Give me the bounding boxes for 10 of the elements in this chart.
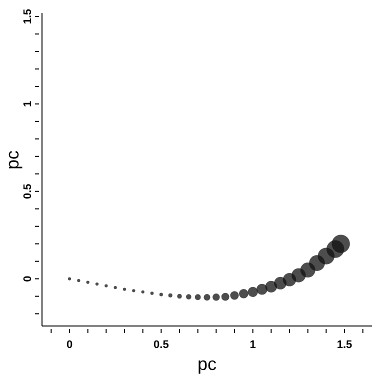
y-tick-label: 0.5	[22, 184, 34, 200]
x-axis-title: pc	[197, 354, 217, 374]
x-tick-label: 1.5	[336, 339, 352, 351]
y-tick-label: 0	[22, 276, 34, 282]
x-tick-label: 0	[66, 339, 73, 351]
x-tick-label: 1	[250, 339, 256, 351]
x-tick-label: 0.5	[154, 339, 169, 351]
y-tick-label: 1.5	[22, 8, 34, 24]
y-tick-label: 1	[22, 100, 34, 107]
y-axis-title: pc	[2, 150, 22, 170]
